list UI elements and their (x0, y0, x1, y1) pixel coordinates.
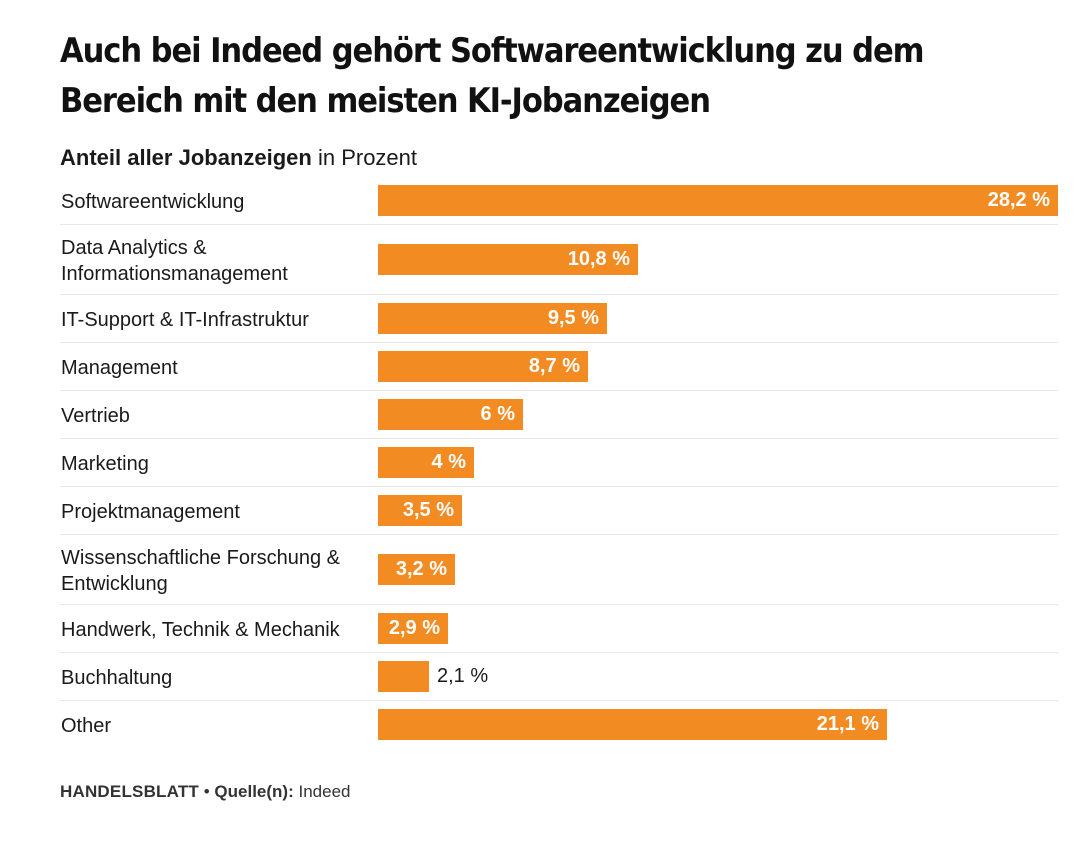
category-label-line: Buchhaltung (61, 667, 173, 689)
category-label-line: Other (61, 715, 112, 737)
row-separator (60, 294, 1058, 295)
category-label-line: Informationsmanagement (61, 263, 288, 285)
bar (378, 350, 588, 382)
category-label-line: Wissenschaftliche Forschung & (61, 547, 341, 569)
row-separator (60, 604, 1058, 605)
bar-value-label: 6 % (480, 403, 515, 425)
category-label: Other (61, 702, 371, 750)
row-separator (60, 700, 1058, 701)
bar-value-label: 3,5 % (402, 499, 454, 521)
row-separator (60, 438, 1058, 439)
source-label: Quelle(n): (214, 782, 294, 801)
bar (378, 708, 887, 740)
category-label-line: Management (61, 357, 178, 379)
bar-value-label: 9,5 % (547, 307, 599, 329)
category-label-line: Projektmanagement (61, 501, 240, 523)
subtitle-strong: Anteil aller Jobanzeigen (60, 145, 312, 170)
row-separator (60, 224, 1058, 225)
category-label-line: Handwerk, Technik & Mechanik (61, 619, 340, 641)
category-label-line: Entwicklung (61, 573, 168, 595)
category-label: Vertrieb (61, 392, 371, 440)
source-value: Indeed (293, 782, 351, 801)
row-separator (60, 342, 1058, 343)
category-label-line: Softwareentwicklung (61, 191, 245, 213)
chart-subtitle: Anteil aller Jobanzeigen in Prozent (60, 144, 417, 172)
category-label: Handwerk, Technik & Mechanik (61, 606, 371, 654)
category-label-line: Vertrieb (61, 405, 130, 427)
bar-value-label: 28,2 % (987, 189, 1050, 211)
category-label-line: IT-Support & IT-Infrastruktur (61, 309, 309, 331)
source-footer: HANDELSBLATT • Quelle(n): Indeed (60, 780, 351, 804)
bar (378, 553, 455, 585)
category-label-line: Data Analytics & (61, 237, 207, 259)
bar-value-label: 10,8 % (567, 248, 630, 270)
bar (378, 612, 448, 644)
category-label: Marketing (61, 440, 371, 488)
bar-value-label: 8,7 % (528, 355, 580, 377)
bar (378, 660, 429, 692)
publisher-brand: HANDELSBLATT (60, 782, 200, 801)
category-label: IT-Support & IT-Infrastruktur (61, 296, 371, 344)
chart-title: Auch bei Indeed gehört Softwareentwicklu… (60, 31, 925, 121)
category-label: Softwareentwicklung (61, 178, 371, 226)
row-separator (60, 534, 1058, 535)
bar-value-label: 2,9 % (388, 617, 440, 639)
category-label: Buchhaltung (61, 654, 371, 702)
category-label: Wissenschaftliche Forschung & Entwicklung (61, 536, 371, 606)
category-label: Data Analytics & Informationsmanagement (61, 226, 371, 296)
bar-value-label: 4 % (431, 451, 466, 473)
bar (378, 398, 523, 430)
bar (378, 446, 474, 478)
row-separator (60, 652, 1058, 653)
subtitle-rest: in Prozent (311, 145, 418, 170)
row-separator (60, 390, 1058, 391)
bar (378, 302, 607, 334)
footer-separator: • (199, 782, 215, 801)
row-separator (60, 486, 1058, 487)
bar (378, 184, 1058, 216)
category-label-line: Marketing (61, 453, 149, 475)
bar (378, 494, 462, 526)
bar-value-label: 21,1 % (816, 713, 879, 735)
category-label: Projektmanagement (61, 488, 371, 536)
bar-value-label: 2,1 % (437, 665, 489, 687)
bar (378, 243, 638, 275)
bar-value-label: 3,2 % (395, 558, 447, 580)
category-label: Management (61, 344, 371, 392)
